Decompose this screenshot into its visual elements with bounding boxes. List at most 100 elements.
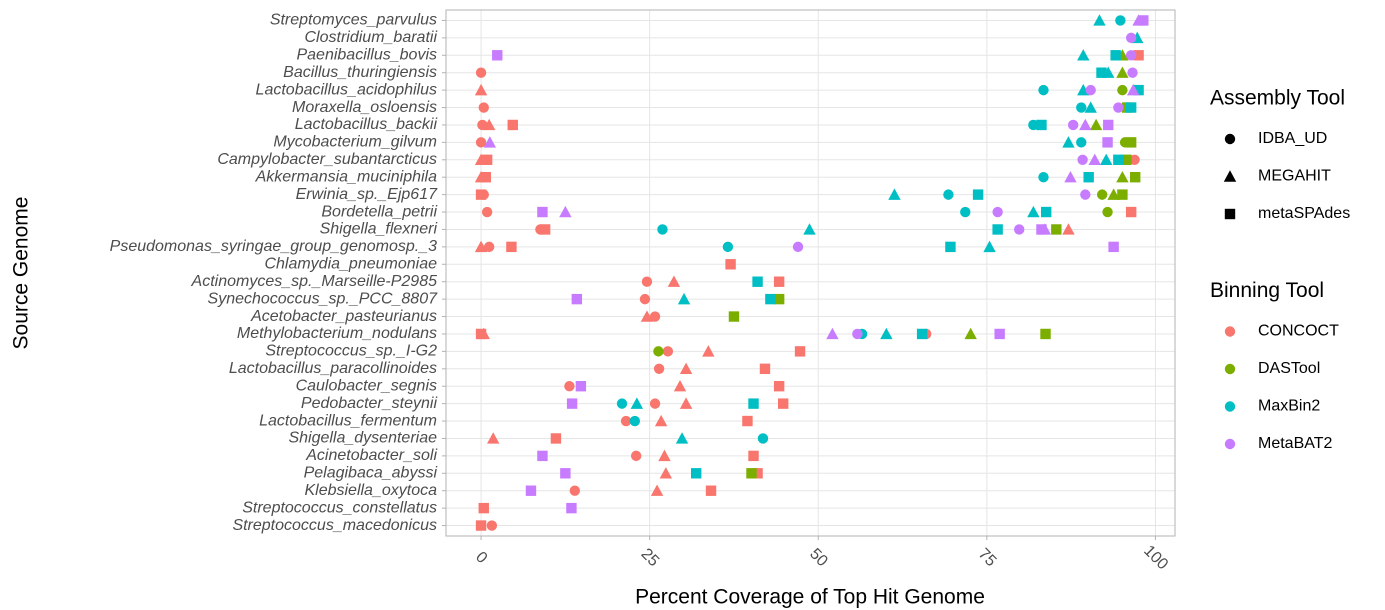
data-point [1076,102,1087,113]
data-point [1093,14,1106,26]
data-point [1129,154,1140,165]
legend-label: MaxBin2 [1258,398,1320,415]
data-point [559,205,572,218]
data-point [759,363,771,374]
y-tick-label: Acetobacter_pasteurianus [250,308,437,325]
legend-label: MEGAHIT [1258,168,1331,185]
data-point [537,206,548,218]
legend-key [1224,401,1236,412]
data-point [475,520,487,531]
data-point [773,293,785,305]
data-point [649,398,661,409]
legend-label: CONCOCT [1258,323,1339,340]
data-point [1028,119,1039,131]
y-tick-label: Klebsiella_oxytoca [304,482,437,499]
data-point [480,172,491,183]
legend-label: DASTool [1258,360,1320,377]
data-point [1079,118,1092,131]
data-point [1115,15,1126,26]
legend-label: metaSPAdes [1258,205,1350,222]
data-point [673,380,687,392]
data-point [1125,206,1137,218]
legend-label: IDBA_UD [1258,130,1327,147]
data-point [826,327,839,340]
x-tick-label: 50 [806,545,831,570]
data-point [1027,205,1040,218]
data-point [657,224,668,235]
data-point [960,206,971,218]
y-tick-label: Campylobacter_subantarcticus [217,151,437,168]
data-point [765,293,776,305]
data-point [506,241,517,253]
data-point [662,346,674,357]
y-tick-label: Lactobacillus_backii [295,116,438,133]
data-point [752,468,763,479]
data-point [1077,154,1088,165]
data-point [1085,84,1096,96]
data-point [1102,206,1113,218]
data-point [1126,83,1140,96]
data-point [475,328,487,340]
y-tick-label: Shigella_dysenteriae [288,430,437,447]
data-point [566,398,578,409]
data-point [1133,84,1144,96]
data-point [1138,15,1149,26]
data-point [481,206,493,218]
plot-panel [446,10,1175,536]
y-tick-label: Synechococcus_sp._PCC_8807 [208,290,439,307]
data-point [650,484,664,496]
data-point [571,293,583,305]
x-tick-label: 75 [975,545,1000,570]
y-tick-label: Methylobacterium_nodulans [237,325,437,342]
data-point [728,311,740,322]
x-tick-label: 25 [638,545,663,570]
legend-key [1223,170,1237,182]
data-point [773,381,785,392]
data-point [1083,172,1094,183]
data-point [1064,171,1077,183]
data-point [1067,119,1079,131]
data-point [560,468,571,479]
data-point [1038,172,1049,183]
data-point [483,136,497,148]
data-point [1117,84,1128,96]
data-point [667,275,681,287]
x-axis-title: Percent Coverage of Top Hit Genome [635,586,985,609]
data-point [1125,50,1137,61]
data-point [525,485,537,496]
data-point [537,450,548,462]
data-point [1116,66,1129,78]
y-tick-label: Lactobacillus_acidophilus [256,81,437,98]
y-tick-label: Bacillus_thuringiensis [283,64,437,81]
data-point [943,189,954,200]
data-point [653,346,664,357]
data-point [475,137,487,148]
data-point [1127,67,1138,78]
data-point [481,154,493,165]
data-point [487,432,500,444]
data-point [478,102,489,113]
data-point [1088,153,1101,165]
data-point [803,223,816,235]
data-point [677,292,691,305]
data-point [1121,154,1132,165]
data-point [475,189,487,200]
data-point [486,520,498,531]
data-point [1077,49,1090,61]
legend-key [1224,438,1236,450]
data-point [757,433,769,444]
data-point [1117,189,1128,200]
data-point [630,397,644,409]
data-point [1038,84,1049,96]
data-point [748,450,759,462]
data-point [1102,137,1113,148]
data-point [653,363,665,374]
data-point [1110,50,1121,61]
data-point [1108,241,1119,253]
data-point [746,468,757,479]
y-tick-label: Lactobacillus_fermentum [259,412,437,429]
data-point [1036,119,1047,131]
data-point [1125,32,1137,44]
data-point [1103,119,1114,131]
legend-label: MetaBAT2 [1258,435,1333,452]
